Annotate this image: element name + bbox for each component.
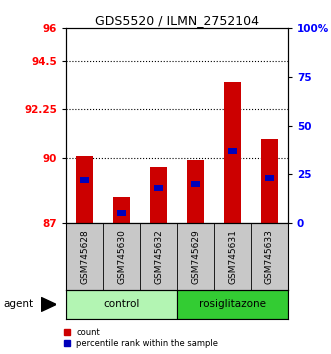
Bar — [177, 290, 288, 319]
Text: agent: agent — [3, 299, 33, 309]
Title: GDS5520 / ILMN_2752104: GDS5520 / ILMN_2752104 — [95, 14, 259, 27]
Bar — [76, 156, 93, 223]
Text: control: control — [104, 299, 140, 309]
Bar — [265, 175, 274, 181]
Bar — [191, 181, 200, 187]
Text: GSM745628: GSM745628 — [80, 229, 89, 284]
Polygon shape — [41, 297, 56, 312]
Bar — [228, 148, 237, 154]
Bar — [117, 210, 126, 216]
Bar — [66, 290, 177, 319]
Bar — [113, 197, 130, 223]
Text: rosiglitazone: rosiglitazone — [199, 299, 266, 309]
Text: GSM745632: GSM745632 — [154, 229, 163, 284]
Bar — [80, 177, 89, 183]
Bar — [224, 82, 241, 223]
Bar — [154, 185, 163, 191]
Text: GSM745629: GSM745629 — [191, 229, 200, 284]
Text: GSM745630: GSM745630 — [117, 229, 126, 284]
Bar — [187, 160, 204, 223]
Text: GSM745633: GSM745633 — [265, 229, 274, 284]
Bar — [150, 167, 167, 223]
Bar — [261, 139, 278, 223]
Legend: count, percentile rank within the sample: count, percentile rank within the sample — [64, 327, 218, 348]
Text: GSM745631: GSM745631 — [228, 229, 237, 284]
